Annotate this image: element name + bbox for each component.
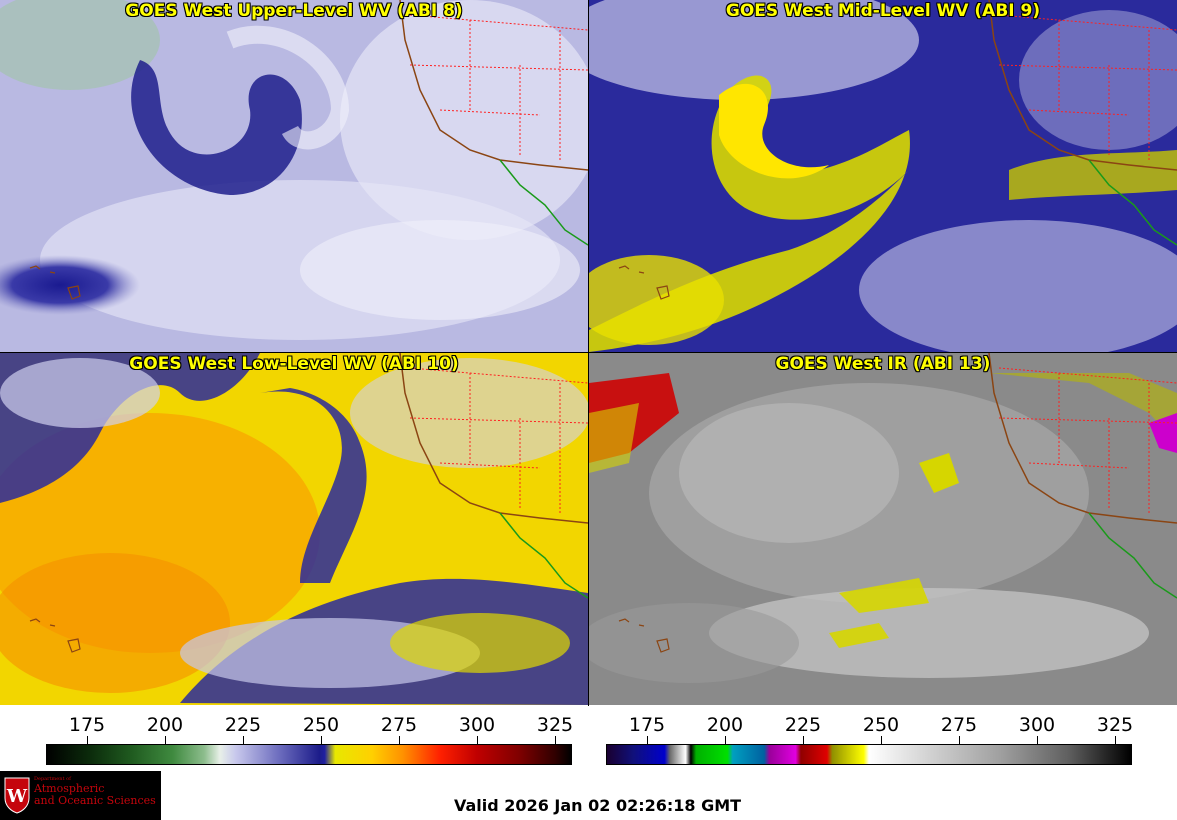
panel-divider-horizontal xyxy=(0,352,1177,353)
valid-time: Valid 2026 Jan 02 02:26:18 GMT xyxy=(454,796,742,815)
colorbar-tick-label: 325 xyxy=(536,714,574,736)
aos-logo: W Department of Atmospheric and Oceanic … xyxy=(0,771,161,820)
colorbar-tick-label: 275 xyxy=(940,714,978,736)
satellite-image-ir xyxy=(589,353,1177,705)
colorbar-tick xyxy=(803,736,804,744)
colorbar-tick xyxy=(399,736,400,744)
colorbar-tick xyxy=(477,736,478,744)
colorbar-tick-label: 175 xyxy=(628,714,666,736)
satellite-image-mid-level-wv xyxy=(589,0,1177,352)
colorbar-tick xyxy=(87,736,88,744)
satellite-image-low-level-wv xyxy=(0,353,588,705)
satellite-image-upper-level-wv xyxy=(0,0,588,352)
colorbar-ir: 175 200 225 250 275 300 325 xyxy=(589,706,1177,766)
colorbar-tick-label: 300 xyxy=(1018,714,1056,736)
colorbar-tick xyxy=(647,736,648,744)
svg-text:W: W xyxy=(6,786,28,807)
colorbar-tick xyxy=(725,736,726,744)
colorbar-tick xyxy=(881,736,882,744)
uw-crest-icon: W xyxy=(4,777,30,814)
logo-line2: and Oceanic Sciences xyxy=(34,793,156,807)
colorbar-tick-label: 200 xyxy=(706,714,744,736)
colorbar-tick-label: 300 xyxy=(458,714,496,736)
colorbar-tick-label: 225 xyxy=(224,714,262,736)
panel-mid-level-wv: GOES West Mid-Level WV (ABI 9) xyxy=(589,0,1177,352)
panel-low-level-wv: GOES West Low-Level WV (ABI 10) xyxy=(0,353,588,705)
colorbar-wv: 175 200 225 250 275 300 325 xyxy=(0,706,588,766)
panel-divider-vertical xyxy=(588,0,589,706)
colorbar-tick-label: 225 xyxy=(784,714,822,736)
logo-text: Department of Atmospheric and Oceanic Sc… xyxy=(34,776,156,807)
colorbar-tick xyxy=(1115,736,1116,744)
colorbar-tick xyxy=(959,736,960,744)
colorbar-tick-label: 275 xyxy=(380,714,418,736)
panel-title: GOES West Low-Level WV (ABI 10) xyxy=(129,354,459,374)
logo-department-text: Department of xyxy=(34,776,71,782)
colorbar-tick-label: 175 xyxy=(68,714,106,736)
colorbar-tick-label: 250 xyxy=(302,714,340,736)
colorbar-tick-label: 250 xyxy=(862,714,900,736)
colorbar-gradient-ir xyxy=(606,744,1132,765)
colorbar-tick xyxy=(1037,736,1038,744)
colorbar-tick-label: 200 xyxy=(146,714,184,736)
logo-line1: Atmospheric xyxy=(34,781,105,795)
panel-title: GOES West Upper-Level WV (ABI 8) xyxy=(125,1,463,21)
colorbar-tick xyxy=(321,736,322,744)
panel-upper-level-wv: GOES West Upper-Level WV (ABI 8) xyxy=(0,0,588,352)
panel-title: GOES West IR (ABI 13) xyxy=(775,354,991,374)
colorbar-tick xyxy=(243,736,244,744)
panel-title: GOES West Mid-Level WV (ABI 9) xyxy=(725,1,1041,21)
colorbar-gradient-wv xyxy=(46,744,572,765)
colorbar-tick xyxy=(555,736,556,744)
colorbar-tick xyxy=(165,736,166,744)
colorbar-tick-label: 325 xyxy=(1096,714,1134,736)
panel-ir: GOES West IR (ABI 13) xyxy=(589,353,1177,705)
